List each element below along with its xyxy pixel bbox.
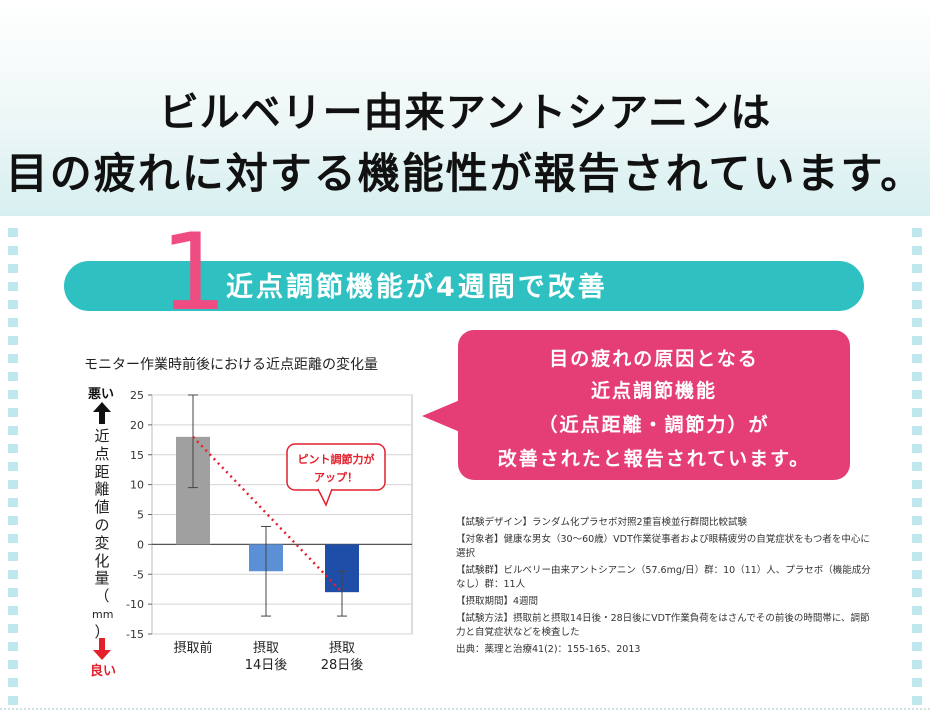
- headline-line-2: 目の疲れに対する機能性が報告されています。: [5, 149, 925, 198]
- y-axis-title-char: ）: [94, 622, 110, 641]
- y-tick-label: -5: [133, 568, 144, 581]
- bubble-line-1: ピント調節力が: [298, 452, 375, 466]
- bubble-line-2: アップ！: [314, 470, 358, 484]
- note-source: 出典：薬理と治療41(2)：155-165、2013: [456, 644, 641, 655]
- y-tick-label: -10: [126, 598, 144, 611]
- callout-tail: [422, 400, 460, 432]
- y-axis-title: 近 点 距 離 値 の 変 化 量 （ mm ）: [92, 427, 114, 642]
- y-axis-title-char: （: [94, 587, 110, 606]
- note-groups: 【試験群】ビルベリー由来アントシアニン（57.6mg/日）群：10（11）人、プ…: [456, 565, 871, 590]
- note-design: 【試験デザイン】ランダム化プラセボ対照2重盲検並行群間比較試験: [456, 517, 748, 528]
- y-axis-title-char: 距: [94, 462, 110, 481]
- y-axis-title-char: 点: [94, 444, 110, 463]
- section-title-bar: [64, 261, 864, 311]
- callout-line-4: 改善されたと報告されています。: [497, 448, 811, 470]
- y-tick-label: -15: [126, 628, 144, 641]
- y-tick-label: 0: [137, 538, 144, 551]
- left-dotted-border: [8, 228, 18, 708]
- y-tick-label: 25: [130, 389, 144, 402]
- y-axis-title-char: 値: [94, 498, 110, 517]
- right-dotted-border: [912, 228, 922, 708]
- callout-box: [458, 330, 850, 480]
- header-band: [0, 0, 930, 216]
- note-method: 【試験方法】摂取前と摂取14日後・28日後にVDT作業負荷をはさんでその前後の時…: [456, 613, 870, 638]
- y-axis-title-char: 化: [94, 551, 110, 570]
- x-tick-label: 摂取: [329, 640, 355, 656]
- callout-line-2: 近点調節機能: [590, 380, 717, 402]
- note-subjects: 【対象者】健康な男女（30〜60歳）VDT作業従事者および眼精疲労の自覚症状をも…: [456, 534, 870, 559]
- y-tick-label: 5: [137, 509, 144, 522]
- note-period: 【摂取期間】4週間: [456, 596, 539, 607]
- x-tick-label: 28日後: [321, 658, 364, 673]
- y-tick-label: 10: [130, 479, 144, 492]
- bottom-dotted-rule: [0, 708, 930, 710]
- up-arrow-icon: [93, 402, 111, 424]
- x-tick-label: 摂取前: [173, 640, 212, 656]
- y-axis-title-char: mm: [92, 607, 114, 621]
- good-label: 良い: [90, 664, 117, 679]
- down-arrow-icon: [93, 638, 111, 660]
- pint-bubble: ピント調節力が アップ！: [286, 443, 386, 507]
- section-title: 近点調節機能が4週間で改善: [226, 272, 608, 303]
- y-axis-title-char: の: [94, 515, 110, 534]
- callout-line-3: （近点距離・調節力）が: [538, 414, 770, 436]
- y-axis-title-char: 変: [94, 533, 110, 552]
- headline-line-1: ビルベリー由来アントシアニンは: [158, 90, 772, 136]
- y-axis-title-char: 近: [94, 427, 110, 445]
- y-axis-title-char: 量: [94, 569, 110, 588]
- y-tick-label: 15: [130, 449, 144, 462]
- chart-title: モニター作業時前後における近点距離の変化量: [84, 357, 378, 373]
- study-notes: 【試験デザイン】ランダム化プラセボ対照2重盲検並行群間比較試験 【対象者】健康な…: [456, 516, 876, 660]
- y-axis-title-char: 離: [94, 480, 110, 499]
- x-tick-label: 14日後: [245, 658, 288, 673]
- callout-line-1: 目の疲れの原因となる: [549, 348, 759, 370]
- bad-label: 悪い: [88, 387, 115, 402]
- x-tick-label: 摂取: [253, 640, 279, 656]
- y-tick-label: 20: [130, 419, 144, 432]
